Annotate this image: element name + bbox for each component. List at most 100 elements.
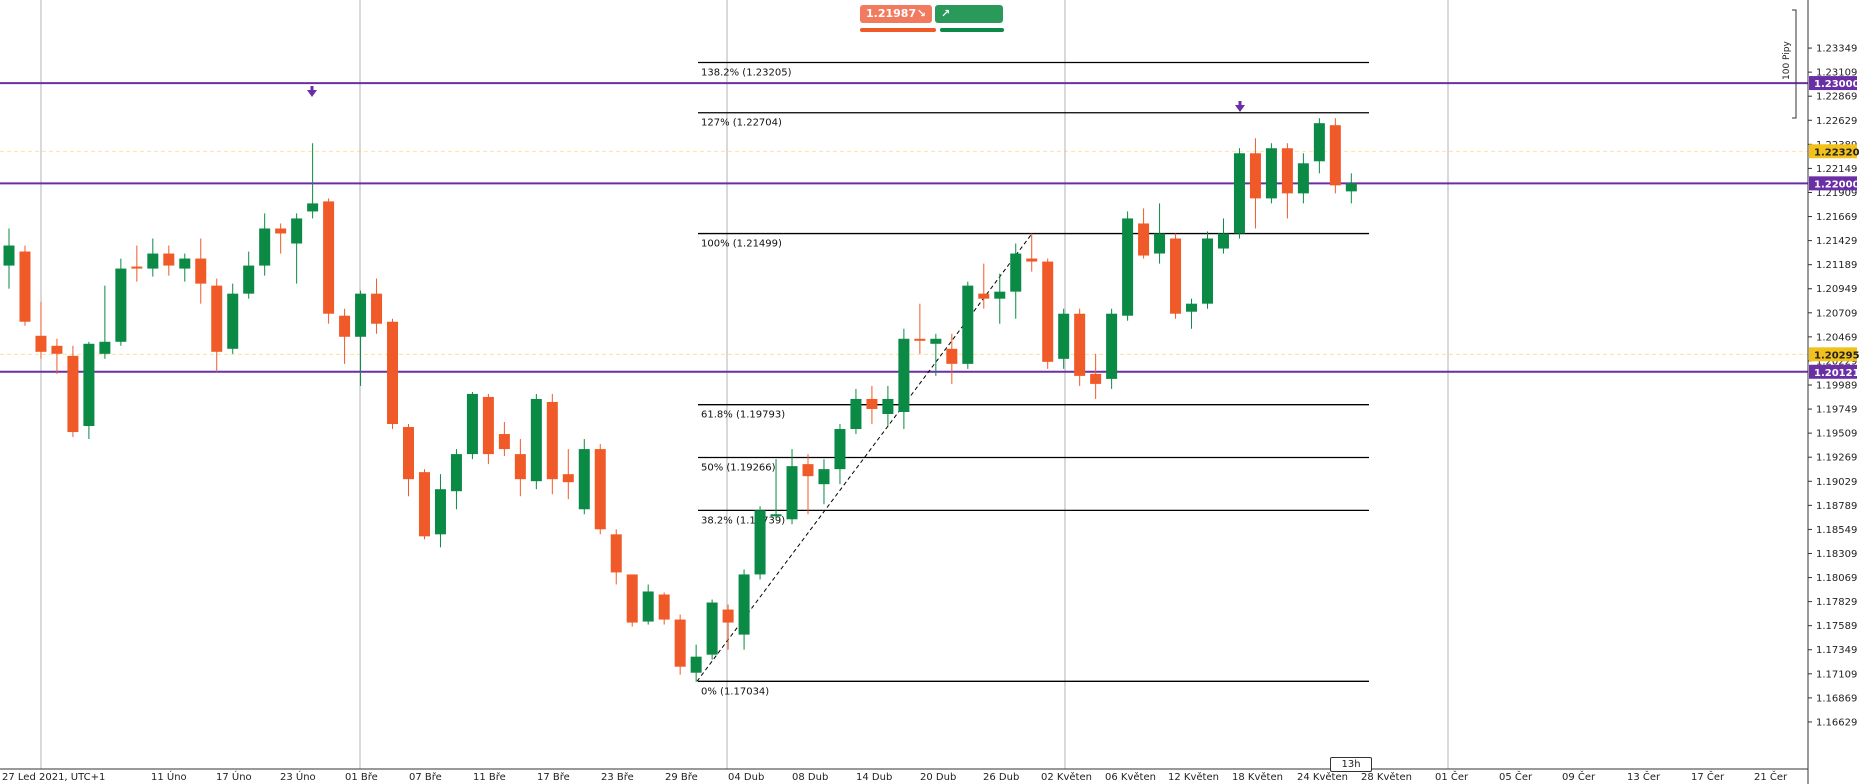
price-tag[interactable] [1809, 347, 1857, 362]
candle-body[interactable] [1090, 373, 1102, 384]
candle[interactable] [1297, 153, 1309, 204]
candle-body[interactable] [1202, 238, 1213, 304]
candle[interactable] [323, 198, 335, 324]
candle-body[interactable] [610, 534, 622, 573]
candle-body[interactable] [1297, 163, 1309, 194]
candle[interactable] [1106, 308, 1118, 389]
candle[interactable] [387, 318, 399, 430]
candle-body[interactable] [658, 594, 670, 620]
candles-layer[interactable] [3, 118, 1357, 682]
candle-body[interactable] [690, 656, 702, 673]
candle[interactable] [962, 281, 974, 369]
candle[interactable] [1090, 353, 1102, 399]
candle-body[interactable] [227, 293, 239, 349]
candle[interactable] [1138, 208, 1150, 259]
candle[interactable] [1010, 243, 1022, 319]
candle[interactable] [1042, 258, 1054, 369]
candle-body[interactable] [1281, 148, 1293, 194]
candle-body[interactable] [1026, 258, 1038, 262]
candle[interactable] [1186, 298, 1198, 329]
candle-body[interactable] [834, 429, 846, 470]
candle[interactable] [1249, 138, 1261, 229]
candle[interactable] [754, 506, 766, 580]
candle-body[interactable] [722, 609, 734, 623]
candle-body[interactable] [243, 265, 255, 294]
sell-quote-box[interactable]: 1.21987 ↘ [860, 5, 932, 23]
candle[interactable] [3, 228, 15, 289]
candle-body[interactable] [1265, 148, 1277, 199]
candle[interactable] [818, 459, 830, 505]
candle[interactable] [83, 341, 95, 440]
candle-body[interactable] [450, 454, 462, 492]
candle[interactable] [147, 238, 159, 277]
candle[interactable] [371, 278, 383, 334]
candle[interactable] [466, 391, 478, 460]
candle-body[interactable] [466, 393, 478, 455]
candle[interactable] [1217, 218, 1229, 254]
candle-body[interactable] [562, 474, 574, 483]
candle[interactable] [1265, 143, 1277, 204]
candle-body[interactable] [626, 574, 638, 623]
candle-body[interactable] [179, 258, 191, 269]
candle[interactable] [227, 283, 239, 354]
price-tag[interactable] [1809, 144, 1857, 159]
candle[interactable] [930, 333, 942, 376]
price-tag[interactable] [1809, 364, 1857, 379]
candle[interactable] [339, 308, 351, 364]
price-axis[interactable]: 1.233491.231091.228691.226291.223891.221… [1792, 0, 1859, 784]
candle-body[interactable] [930, 338, 942, 344]
candle[interactable] [1154, 203, 1166, 264]
candle[interactable] [674, 614, 686, 675]
candle[interactable] [1233, 148, 1245, 239]
candle[interactable] [514, 439, 526, 497]
candle[interactable] [1345, 173, 1357, 204]
candle[interactable] [1026, 233, 1038, 272]
candle-body[interactable] [482, 396, 494, 455]
candle[interactable] [898, 328, 910, 430]
candle-body[interactable] [898, 338, 910, 412]
candle[interactable] [738, 569, 750, 650]
candle-body[interactable] [163, 253, 175, 266]
candle-body[interactable] [546, 401, 558, 480]
candle[interactable] [163, 245, 175, 276]
candle[interactable] [275, 223, 287, 254]
buy-quote-box[interactable]: ↗ 1.21993 [935, 5, 1003, 38]
candle[interactable] [243, 251, 255, 299]
candle[interactable] [403, 424, 414, 497]
candle-body[interactable] [770, 514, 782, 517]
candle[interactable] [307, 143, 319, 219]
candle-body[interactable] [1249, 153, 1261, 199]
candle-body[interactable] [387, 321, 399, 425]
candle-body[interactable] [578, 449, 590, 510]
candle-body[interactable] [115, 268, 127, 342]
candle[interactable] [131, 245, 143, 282]
candle-body[interactable] [195, 258, 207, 284]
candle[interactable] [1122, 211, 1134, 321]
candle[interactable] [770, 459, 782, 520]
candle[interactable] [994, 273, 1006, 324]
candle[interactable] [418, 469, 430, 540]
candle[interactable] [866, 385, 878, 425]
candle-body[interactable] [978, 293, 990, 299]
candle-body[interactable] [674, 619, 686, 667]
candle[interactable] [211, 278, 223, 372]
candle-body[interactable] [83, 343, 95, 427]
candle[interactable] [578, 439, 590, 515]
candle[interactable] [259, 213, 271, 276]
candle-body[interactable] [738, 574, 750, 635]
candle[interactable] [355, 290, 367, 386]
candle[interactable] [610, 529, 622, 585]
candle[interactable] [978, 263, 990, 309]
candle[interactable] [946, 333, 958, 384]
candle[interactable] [802, 454, 814, 515]
candle[interactable] [658, 592, 670, 625]
candle-body[interactable] [754, 510, 766, 575]
candle[interactable] [482, 393, 494, 465]
candle-body[interactable] [35, 335, 47, 352]
candle[interactable] [706, 599, 718, 660]
candle[interactable] [530, 393, 542, 490]
candle-body[interactable] [275, 228, 287, 234]
candle[interactable] [562, 449, 574, 500]
candle-body[interactable] [323, 201, 335, 314]
